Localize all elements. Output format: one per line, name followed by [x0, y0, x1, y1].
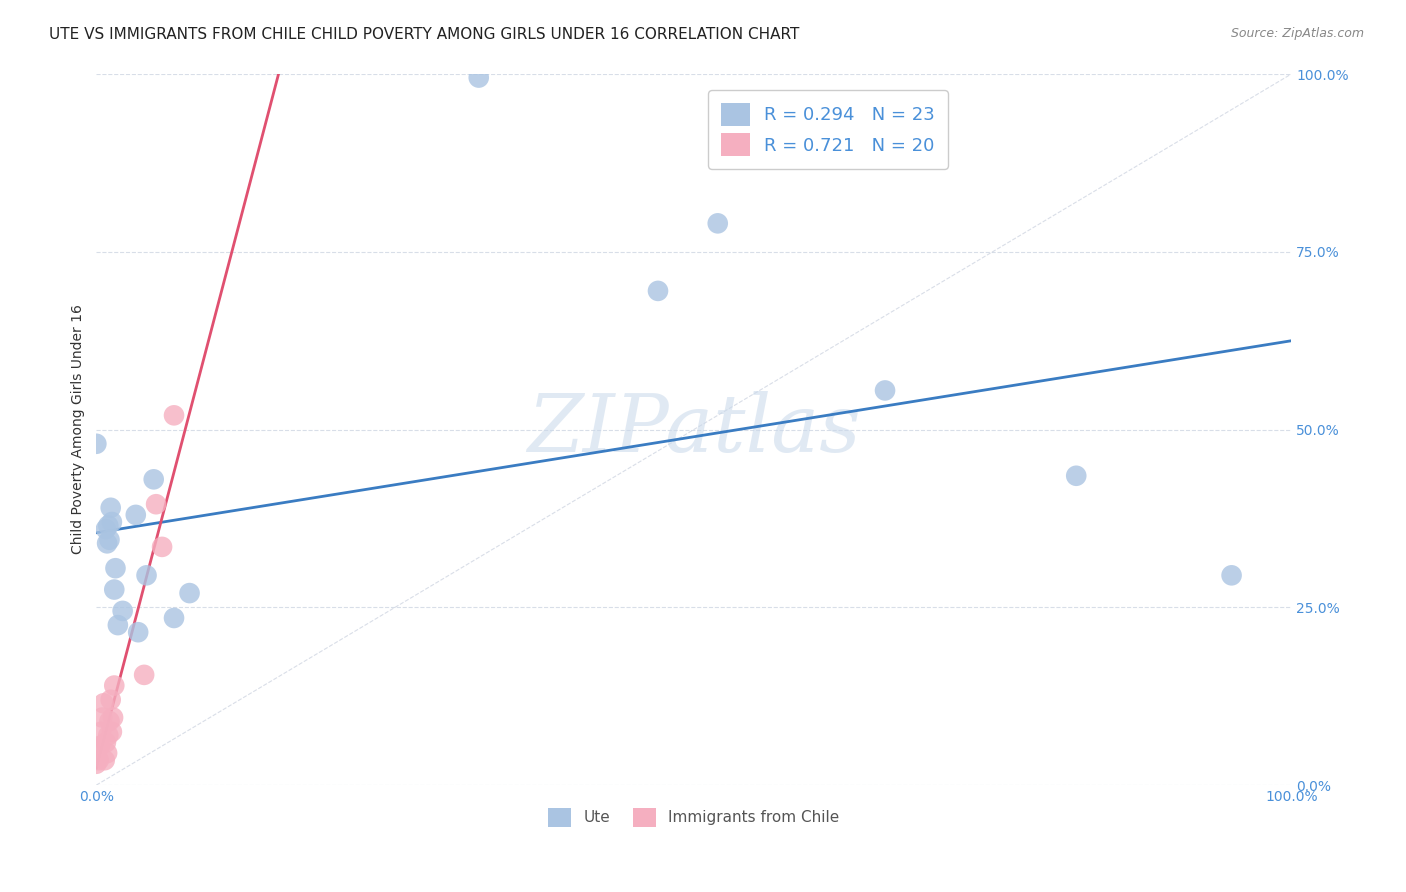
- Point: [1220, 568, 1243, 582]
- Point: [142, 472, 165, 486]
- Y-axis label: Child Poverty Among Girls Under 16: Child Poverty Among Girls Under 16: [72, 305, 86, 555]
- Point: [93, 753, 115, 767]
- Point: [93, 696, 115, 710]
- Point: [101, 724, 124, 739]
- Point: [127, 625, 149, 640]
- Point: [1064, 468, 1087, 483]
- Point: [101, 710, 124, 724]
- Point: [135, 568, 157, 582]
- Point: [96, 746, 118, 760]
- Point: [706, 216, 728, 230]
- Point: [179, 586, 201, 600]
- Point: [163, 409, 186, 423]
- Point: [87, 753, 110, 767]
- Point: [647, 284, 669, 298]
- Point: [103, 679, 125, 693]
- Point: [96, 536, 118, 550]
- Point: [97, 728, 120, 742]
- Text: ZIPatlas: ZIPatlas: [527, 391, 860, 468]
- Point: [89, 739, 111, 753]
- Point: [94, 735, 117, 749]
- Point: [104, 561, 127, 575]
- Point: [86, 437, 108, 451]
- Point: [91, 710, 114, 724]
- Point: [100, 500, 122, 515]
- Point: [145, 497, 167, 511]
- Point: [90, 724, 112, 739]
- Point: [163, 611, 186, 625]
- Point: [125, 508, 148, 522]
- Point: [94, 522, 117, 536]
- Point: [103, 582, 125, 597]
- Point: [97, 518, 120, 533]
- Point: [468, 70, 491, 85]
- Text: Source: ZipAtlas.com: Source: ZipAtlas.com: [1230, 27, 1364, 40]
- Legend: Ute, Immigrants from Chile: Ute, Immigrants from Chile: [540, 800, 846, 834]
- Point: [98, 714, 121, 728]
- Text: UTE VS IMMIGRANTS FROM CHILE CHILD POVERTY AMONG GIRLS UNDER 16 CORRELATION CHAR: UTE VS IMMIGRANTS FROM CHILE CHILD POVER…: [49, 27, 800, 42]
- Point: [107, 618, 129, 632]
- Point: [100, 692, 122, 706]
- Point: [134, 668, 156, 682]
- Point: [98, 533, 121, 547]
- Point: [86, 742, 108, 756]
- Point: [86, 756, 108, 771]
- Point: [111, 604, 134, 618]
- Point: [873, 384, 896, 398]
- Point: [150, 540, 173, 554]
- Point: [101, 515, 124, 529]
